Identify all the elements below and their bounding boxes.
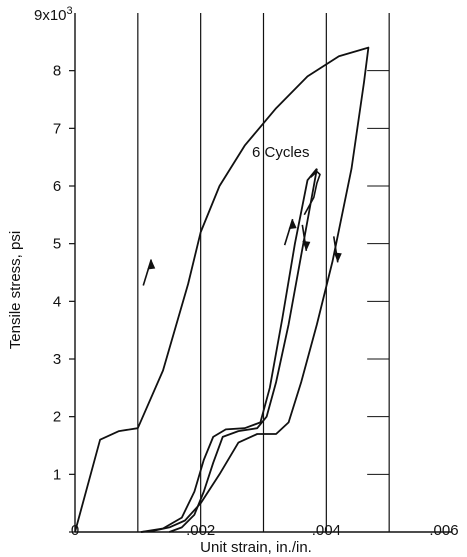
direction-arrows: [142, 218, 342, 286]
curve-3: [303, 170, 321, 216]
x-tick-label: .002: [186, 522, 215, 539]
x-tick-label: .004: [312, 522, 341, 539]
y-axis-label: Tensile stress, psi: [7, 231, 24, 349]
cycles-annotation: 6 Cycles: [252, 144, 310, 161]
y-tick-label: 6: [53, 178, 61, 195]
arrow-down-2: [301, 224, 311, 252]
y-tick-label: 4: [53, 293, 61, 310]
arrow-head-1: [288, 219, 297, 230]
vertical-grid: [137, 13, 390, 532]
curves: [74, 46, 370, 533]
arrow-head-2: [302, 240, 311, 251]
y-tick-labels: 1 2 3 4 5 6 7 8: [53, 63, 61, 484]
arrow-head-0: [147, 259, 156, 270]
arrow-up-1: [283, 218, 297, 246]
x-tick-label: 0: [71, 522, 79, 539]
curve-1: [140, 168, 318, 533]
y-tick-label: 5: [53, 236, 61, 253]
y-tick-label: 7: [53, 120, 61, 137]
x-axis-label: Unit strain, in./in.: [200, 539, 312, 556]
y-tick-marks: [69, 70, 390, 533]
arrow-up-0: [142, 259, 156, 286]
y-tick-label: 3: [53, 351, 61, 368]
arrow-head-3: [333, 252, 342, 263]
arrow-down-3: [332, 236, 342, 263]
x-tick-labels: 0 .002 .004 .006: [71, 522, 459, 539]
curve-2: [168, 168, 318, 533]
x-tick-label: .006: [429, 522, 458, 539]
y-tick-label: 2: [53, 409, 61, 426]
curve-0: [74, 46, 370, 533]
y-tick-label: 8: [53, 63, 61, 80]
y-tick-label: 1: [53, 466, 61, 483]
y-multiplier-label: 9x103: [34, 5, 73, 24]
